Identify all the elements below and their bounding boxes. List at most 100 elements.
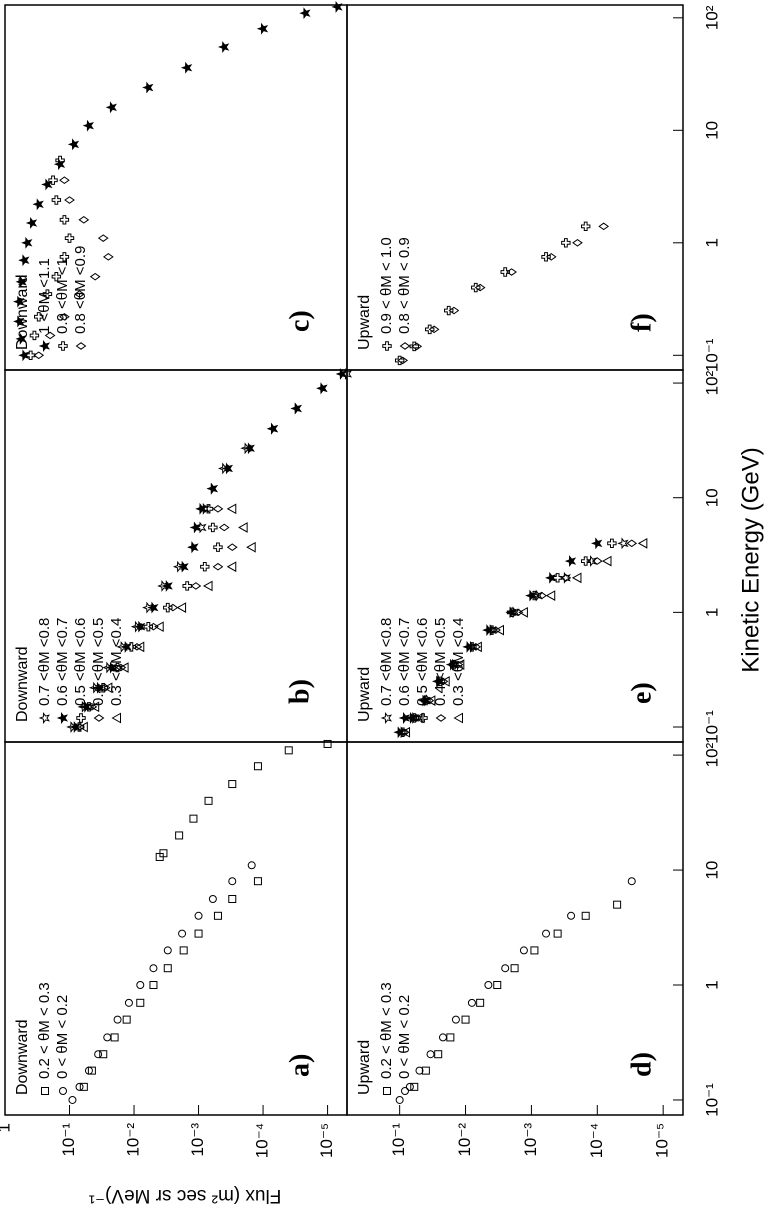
data-point	[136, 981, 145, 990]
panel: 1 10⁻¹ 10⁻² 10⁻³ 10⁻⁴ 10⁻⁵ Downward a) 0.2 < θM …	[0, 739, 348, 1158]
data-point	[247, 861, 256, 870]
data-point	[213, 542, 223, 552]
data-point	[585, 555, 598, 568]
legend-symbol	[41, 1087, 49, 1095]
data-point	[120, 640, 132, 653]
data-point	[246, 541, 256, 553]
data-point	[542, 929, 551, 938]
legend-title: Upward	[356, 1040, 373, 1095]
data-point	[89, 272, 101, 281]
data-point	[148, 622, 159, 631]
data-point	[15, 275, 27, 288]
data-point	[68, 1095, 77, 1104]
x-tick-label: 10⁻¹	[702, 1083, 721, 1117]
data-point	[299, 7, 311, 20]
data-point	[136, 998, 145, 1007]
data-point	[512, 608, 524, 617]
data-point	[500, 267, 510, 277]
data-point	[448, 306, 460, 315]
legend-symbol	[59, 1087, 67, 1095]
panel-label: e)	[626, 682, 657, 704]
data-point	[467, 998, 476, 1007]
data-point	[149, 981, 158, 990]
data-point	[437, 677, 449, 686]
data-point	[195, 502, 207, 515]
data-point	[553, 929, 562, 938]
y-tick-label: 10⁻⁴	[253, 1123, 272, 1158]
data-point	[510, 964, 519, 973]
data-point	[42, 289, 53, 299]
data-point	[454, 659, 465, 670]
data-point	[195, 521, 207, 534]
data-point	[126, 642, 137, 652]
data-point	[213, 911, 222, 920]
data-point	[559, 571, 571, 584]
data-point	[494, 624, 504, 636]
x-tick-label: 10	[702, 861, 721, 880]
data-point	[194, 911, 203, 920]
data-point	[59, 176, 70, 185]
data-point	[154, 621, 164, 633]
x-tick-label: 10	[702, 488, 721, 507]
data-point	[51, 195, 62, 205]
data-point	[228, 780, 237, 789]
data-point	[474, 283, 486, 292]
panel-label: f)	[626, 313, 657, 332]
data-point	[518, 607, 528, 618]
data-point	[637, 537, 648, 549]
legend-symbol	[38, 712, 51, 724]
data-point	[97, 234, 109, 242]
x-tick-label: 1	[702, 238, 721, 247]
data-point	[567, 911, 576, 920]
data-point	[80, 700, 92, 713]
legend-symbol	[399, 342, 411, 350]
data-point	[159, 849, 168, 858]
data-point	[228, 877, 237, 886]
data-point	[110, 1033, 119, 1042]
panel: 10⁻¹ 1 10 10² Upward f) 0.9 < θM < 1.0 0.8 < θM…	[346, 4, 721, 372]
data-point	[411, 342, 423, 351]
data-point	[426, 1050, 435, 1059]
legend-symbol	[453, 712, 463, 724]
data-point	[545, 253, 557, 261]
data-point	[476, 998, 485, 1007]
data-point	[598, 222, 610, 231]
legend-title: Upward	[356, 667, 373, 722]
data-point	[204, 796, 213, 805]
data-point	[32, 198, 44, 211]
data-point	[99, 683, 111, 692]
data-point	[103, 1033, 112, 1042]
data-point	[13, 295, 25, 308]
data-point	[198, 502, 210, 515]
legend-label: 0.2 < θM < 0.3	[378, 982, 395, 1079]
data-point	[64, 196, 75, 204]
data-point	[400, 726, 411, 738]
data-point	[395, 1095, 404, 1104]
data-point	[461, 1015, 470, 1024]
legend-label: 0.3 <θM <0.4	[450, 618, 467, 706]
data-point	[560, 574, 572, 582]
data-point	[471, 282, 481, 293]
x-axis-label: Kinetic Energy (GeV)	[737, 447, 764, 672]
data-point	[398, 728, 410, 737]
legend-symbol	[382, 341, 392, 351]
x-tick-label: 10⁻¹	[702, 338, 721, 372]
data-point	[493, 981, 502, 990]
legend-symbol	[38, 340, 51, 352]
data-point	[102, 253, 114, 261]
y-tick-label: 10⁻⁵	[317, 1123, 336, 1158]
data-point	[89, 701, 100, 713]
data-point	[167, 603, 179, 612]
data-point	[607, 538, 617, 549]
data-point	[323, 739, 332, 748]
data-point	[25, 217, 38, 229]
data-point	[490, 626, 501, 634]
data-point	[316, 382, 328, 395]
data-point	[472, 641, 482, 653]
data-point	[217, 41, 230, 53]
data-point	[238, 522, 248, 533]
data-point	[163, 946, 172, 955]
data-point	[67, 138, 80, 151]
data-point	[176, 602, 187, 613]
data-point	[266, 422, 279, 435]
